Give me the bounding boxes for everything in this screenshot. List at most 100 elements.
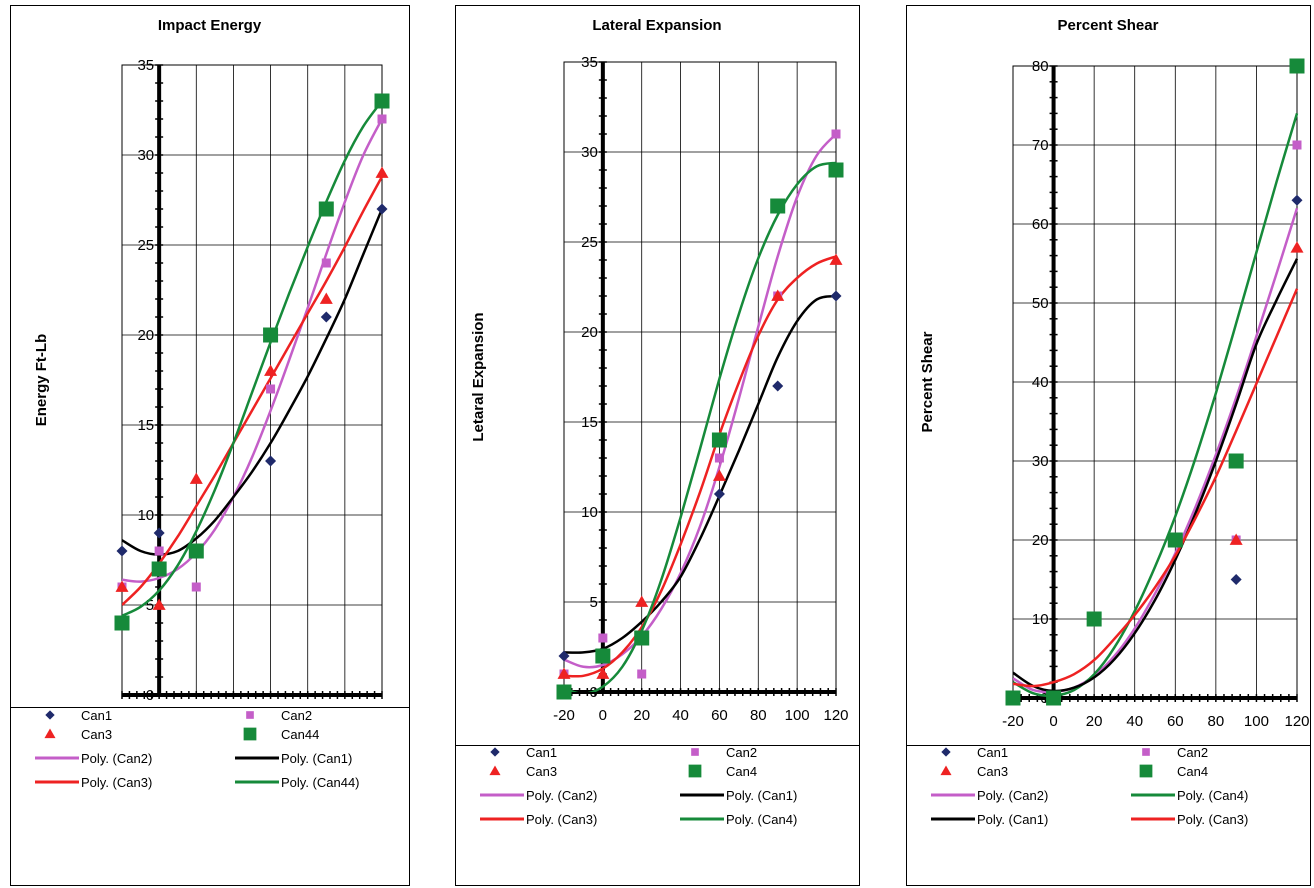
y-tick-label: 30 — [137, 147, 154, 164]
y-tick-label: 10 — [581, 504, 598, 521]
marker-can2 — [154, 546, 164, 556]
legend-box — [906, 745, 1311, 886]
legend-key-can1 — [941, 747, 951, 757]
marker-can4 — [1289, 58, 1305, 74]
y-tick-label: 80 — [1032, 58, 1049, 75]
marker-can3 — [264, 364, 278, 376]
x-tick-label: 20 — [1086, 713, 1103, 730]
y-tick-label: 25 — [581, 234, 598, 251]
legend-label: Poly. (Can3) — [526, 812, 597, 827]
legend-label: Poly. (Can2) — [526, 788, 597, 803]
trendline-poly-can44- — [122, 100, 384, 617]
trendline-poly-can3- — [122, 176, 384, 606]
legend-label: Can2 — [726, 745, 757, 760]
marker-can44 — [151, 561, 167, 577]
y-tick-label: 70 — [1032, 137, 1049, 154]
marker-can1 — [116, 545, 128, 557]
marker-can1 — [558, 650, 570, 662]
marker-can1 — [376, 203, 388, 215]
legend-key-can2 — [246, 711, 254, 719]
chart-frame — [906, 5, 1311, 886]
y-tick-label: 0 — [146, 687, 154, 704]
legend-key-can1 — [490, 747, 500, 757]
legend-key-can3 — [489, 765, 501, 776]
legend-label: Poly. (Can1) — [281, 751, 352, 766]
marker-can4 — [595, 648, 611, 664]
y-tick-label: 15 — [581, 414, 598, 431]
marker-can1 — [320, 311, 332, 323]
y-tick-label: 10 — [1032, 611, 1049, 628]
marker-can2 — [714, 453, 724, 463]
marker-can3 — [375, 166, 389, 178]
marker-can3 — [189, 472, 203, 484]
marker-can3 — [1229, 533, 1243, 545]
legend-label: Poly. (Can4) — [726, 812, 797, 827]
marker-can3 — [596, 667, 610, 679]
y-tick-label: 25 — [137, 237, 154, 254]
trendline-poly-can3- — [564, 255, 837, 678]
marker-can2 — [637, 669, 647, 679]
y-axis-title: Letaral Expansion — [470, 312, 487, 441]
marker-can2 — [191, 582, 201, 592]
legend-label: Can3 — [977, 764, 1008, 779]
y-tick-label: 60 — [1032, 216, 1049, 233]
trendline-poly-can3- — [1013, 288, 1299, 688]
legend-key-can2 — [691, 748, 699, 756]
y-tick-label: 10 — [137, 507, 154, 524]
chart-panel-1: Impact Energy05101520253035-200204060801… — [10, 5, 410, 886]
marker-can44 — [374, 93, 390, 109]
marker-can4 — [1086, 611, 1102, 627]
trendline-poly-can4- — [564, 161, 837, 692]
trendline-poly-can4- — [1013, 113, 1299, 698]
marker-can4 — [556, 684, 572, 700]
y-axis-title: Energy Ft-Lb — [33, 334, 50, 427]
legend-key-can3 — [44, 728, 56, 739]
x-tick-label: 60 — [1167, 713, 1184, 730]
x-tick-label: 120 — [1284, 713, 1309, 730]
legend-key-can1 — [45, 710, 55, 720]
legend-label: Poly. (Can3) — [1177, 812, 1248, 827]
y-tick-label: 5 — [146, 597, 154, 614]
legend-key-can2 — [1142, 748, 1150, 756]
marker-can2 — [321, 258, 331, 268]
marker-can3 — [635, 595, 649, 607]
legend-label: Poly. (Can4) — [1177, 788, 1248, 803]
marker-can3 — [712, 469, 726, 481]
legend-key-can44 — [243, 727, 257, 741]
x-tick-label: 20 — [633, 707, 650, 724]
x-tick-label: 60 — [711, 707, 728, 724]
legend-label: Can44 — [281, 727, 319, 742]
x-tick-label: 40 — [672, 707, 689, 724]
marker-can2 — [598, 633, 608, 643]
legend-label: Poly. (Can2) — [81, 751, 152, 766]
y-tick-label: 50 — [1032, 295, 1049, 312]
legend-label: Poly. (Can3) — [81, 775, 152, 790]
marker-can44 — [188, 543, 204, 559]
marker-can1 — [1291, 194, 1303, 206]
marker-can4 — [634, 630, 650, 646]
trendline-poly-can1- — [564, 294, 837, 654]
legend-key-can4 — [1139, 764, 1153, 778]
legend-box — [10, 707, 410, 886]
x-tick-label: 0 — [1049, 713, 1057, 730]
marker-can3 — [152, 598, 166, 610]
marker-can4 — [711, 432, 727, 448]
y-tick-label: 35 — [137, 57, 154, 74]
legend-label: Poly. (Can2) — [977, 788, 1048, 803]
marker-can4 — [1005, 690, 1021, 706]
y-tick-label: 0 — [590, 684, 598, 701]
legend-label: Poly. (Can44) — [281, 775, 360, 790]
x-tick-label: -20 — [553, 707, 575, 724]
legend-label: Can3 — [81, 727, 112, 742]
y-tick-label: 20 — [1032, 532, 1049, 549]
marker-can3 — [319, 292, 333, 304]
marker-can2 — [831, 129, 841, 139]
legend-label: Can2 — [281, 708, 312, 723]
legend-box — [455, 745, 860, 886]
marker-can3 — [115, 580, 129, 592]
marker-can3 — [771, 289, 785, 301]
y-tick-label: 35 — [581, 54, 598, 71]
y-tick-label: 30 — [581, 144, 598, 161]
marker-can1 — [713, 488, 725, 500]
